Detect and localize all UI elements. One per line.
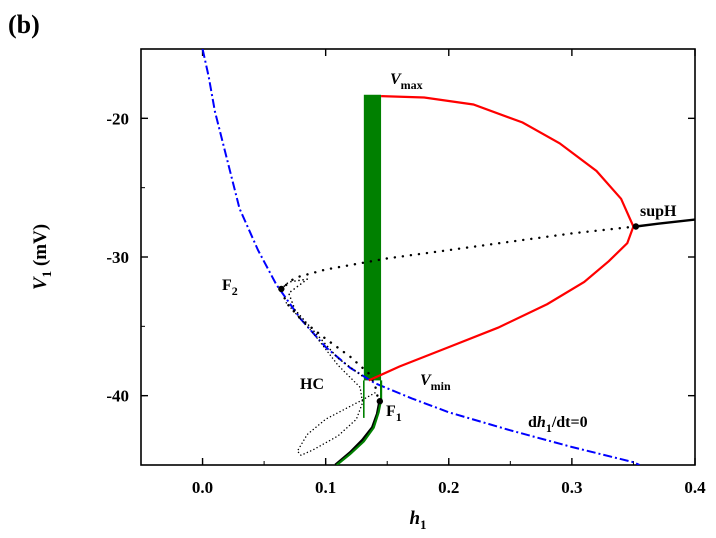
y-axis-title-main: V — [30, 276, 51, 290]
y-axis-title-unit: (mV) — [30, 224, 51, 271]
x-tick-label: 0.0 — [192, 478, 213, 497]
f2-label: F2 — [222, 277, 238, 298]
f1-label-sub: 1 — [396, 410, 402, 424]
vmax-label: Vmax — [390, 71, 423, 92]
vmin-label: Vmin — [420, 372, 451, 393]
f1-label-main: F — [386, 403, 396, 420]
x-axis-title-main: h — [409, 508, 420, 529]
x-axis-ticks: 0.0 0.1 0.2 0.3 0.4 — [140, 49, 706, 497]
hc-label: HC — [300, 376, 324, 393]
x-tick-label: 0.3 — [561, 478, 582, 497]
y-axis-title: V1 (mV) — [30, 224, 54, 290]
points-layer — [278, 223, 640, 405]
nullcline-label-pre: d — [528, 414, 537, 431]
vmax-label-sub: max — [401, 78, 423, 92]
y-axis-title-sub: 1 — [39, 271, 54, 278]
suph-label: supH — [640, 203, 677, 220]
nullcline-label-sub: 1 — [546, 421, 552, 435]
y-tick-label: -40 — [106, 387, 129, 406]
unstable-equilibrium-branch — [279, 225, 638, 403]
x-axis-title-sub: 1 — [420, 517, 427, 532]
unstable-cycle-branch — [280, 278, 364, 378]
f1-label: F1 — [386, 403, 402, 424]
y-tick-label: -20 — [106, 109, 129, 128]
f2-label-main: F — [222, 277, 232, 294]
x-tick-label: 0.2 — [438, 478, 459, 497]
y-axis-ticks: -20 -30 -40 — [106, 48, 695, 466]
y-tick-label: -30 — [106, 248, 129, 267]
point-f1 — [376, 398, 384, 405]
panel-label: (b) — [8, 10, 40, 39]
chaotic-band — [363, 94, 382, 381]
vmax-label-main: V — [390, 71, 402, 88]
x-tick-label: 0.1 — [315, 478, 336, 497]
x-axis-title: h1 — [409, 508, 426, 532]
homoclinic-loop — [285, 302, 376, 457]
stable-cycle-lower — [368, 226, 635, 382]
vmin-label-sub: min — [431, 379, 451, 393]
stable-cycle-upper — [381, 95, 635, 227]
x-tick-label: 0.4 — [684, 478, 706, 497]
series-layer — [201, 49, 695, 465]
nullcline-curve — [201, 49, 641, 465]
point-f2 — [278, 285, 285, 293]
stable-equilibrium-left — [334, 400, 382, 465]
nullcline-label-post: /dt=0 — [551, 414, 588, 431]
vmin-label-main: V — [420, 372, 432, 389]
f2-label-sub: 2 — [232, 284, 238, 298]
nullcline-label: dh1/dt=0 — [528, 414, 588, 435]
stable-equilibrium-right — [635, 218, 695, 228]
plot-area — [201, 49, 695, 465]
nullcline-label-main: h — [537, 414, 546, 431]
point-suph — [632, 223, 640, 230]
